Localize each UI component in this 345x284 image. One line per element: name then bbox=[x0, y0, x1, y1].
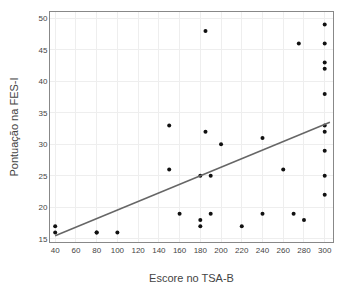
svg-text:40: 40 bbox=[51, 246, 60, 255]
svg-text:40: 40 bbox=[38, 77, 47, 86]
svg-text:240: 240 bbox=[256, 246, 270, 255]
svg-text:45: 45 bbox=[38, 46, 47, 55]
svg-text:Escore no TSA-B: Escore no TSA-B bbox=[149, 272, 234, 284]
svg-text:80: 80 bbox=[92, 246, 101, 255]
svg-text:50: 50 bbox=[38, 14, 47, 23]
svg-text:180: 180 bbox=[194, 246, 208, 255]
svg-text:120: 120 bbox=[131, 246, 145, 255]
svg-text:300: 300 bbox=[318, 246, 332, 255]
svg-text:160: 160 bbox=[173, 246, 187, 255]
svg-text:280: 280 bbox=[297, 246, 311, 255]
svg-text:20: 20 bbox=[38, 203, 47, 212]
svg-text:140: 140 bbox=[152, 246, 166, 255]
svg-text:25: 25 bbox=[38, 172, 47, 181]
svg-text:Pontuação na FES-I: Pontuação na FES-I bbox=[8, 77, 20, 176]
svg-text:220: 220 bbox=[235, 246, 249, 255]
svg-text:200: 200 bbox=[214, 246, 228, 255]
svg-text:30: 30 bbox=[38, 140, 47, 149]
svg-text:15: 15 bbox=[38, 235, 47, 244]
svg-text:100: 100 bbox=[111, 246, 125, 255]
svg-text:35: 35 bbox=[38, 109, 47, 118]
svg-text:260: 260 bbox=[277, 246, 291, 255]
svg-text:60: 60 bbox=[71, 246, 80, 255]
